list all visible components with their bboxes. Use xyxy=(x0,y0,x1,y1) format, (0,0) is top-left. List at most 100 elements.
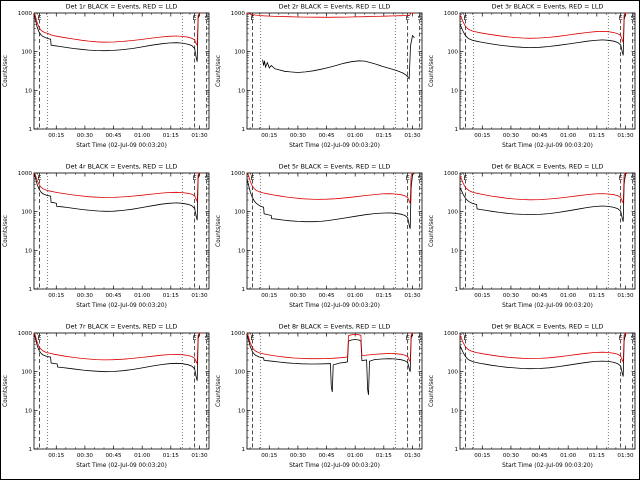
y-tick-label: 1000 xyxy=(231,331,246,337)
series-events-line xyxy=(33,332,202,381)
x-tick-label: 00:45 xyxy=(318,133,335,139)
flag-label-S: S xyxy=(205,14,209,22)
y-tick-label: 1000 xyxy=(231,11,246,17)
y-axis-label: Counts/sec xyxy=(3,55,9,87)
chart-cell-det-2r: 1 10 100 1000 00:15 00:30 00:45 01:00 01:15 01:30… xyxy=(213,0,426,160)
chart-det-8r: 1 10 100 1000 00:15 00:30 00:45 01:00 01:15 01:30… xyxy=(216,324,423,469)
x-axis-label: Start Time (02-Jul-09 00:03:20) xyxy=(289,463,380,469)
plot-frame xyxy=(33,172,210,290)
flag-label-E: E xyxy=(406,174,410,182)
axes: 1 10 100 1000 00:15 00:30 00:45 01:00 01:15 01:30 xyxy=(231,11,422,139)
x-axis-label: Start Time (02-Jul-09 00:03:20) xyxy=(502,463,593,469)
x-tick-label: 00:45 xyxy=(531,293,548,299)
flag-label-E: E xyxy=(463,14,467,22)
flag-label-E: E xyxy=(619,14,623,22)
x-tick-label: 00:15 xyxy=(48,293,65,299)
x-tick-label: 01:15 xyxy=(376,293,393,299)
x-tick-label: 00:45 xyxy=(318,453,335,459)
plot-frame xyxy=(459,172,636,290)
plot-frame xyxy=(33,12,210,130)
series-events-line xyxy=(459,172,628,222)
chart-title: Det 7r BLACK = Events, RED = LLD xyxy=(66,324,178,331)
x-tick-label: 01:15 xyxy=(589,293,606,299)
y-axis-label: Counts/sec xyxy=(429,55,435,87)
flag-label-E: E xyxy=(193,174,197,182)
y-tick-label: 100 xyxy=(21,210,32,216)
chart-det-3r: 1 10 100 1000 00:15 00:30 00:45 01:00 01:15 01:30… xyxy=(429,4,636,149)
chart-cell-det-8r: 1 10 100 1000 00:15 00:30 00:45 01:00 01:15 01:30… xyxy=(213,320,426,480)
flag-label-E: E xyxy=(193,14,197,22)
y-tick-label: 1 xyxy=(454,287,458,293)
y-tick-label: 100 xyxy=(447,210,458,216)
flag-label-E: E xyxy=(250,334,254,342)
x-axis-label: Start Time (02-Jul-09 00:03:20) xyxy=(76,143,167,149)
chart-title: Det 9r BLACK = Events, RED = LLD xyxy=(492,324,604,331)
x-tick-label: 01:00 xyxy=(560,133,577,139)
chart-title: Det 8r BLACK = Events, RED = LLD xyxy=(279,324,391,331)
x-tick-label: 01:15 xyxy=(589,453,606,459)
flag-label-E: E xyxy=(463,334,467,342)
flag-label-S: S xyxy=(205,334,209,342)
y-tick-label: 10 xyxy=(451,88,459,94)
x-tick-label: 01:00 xyxy=(134,133,151,139)
series-events-line xyxy=(246,332,415,395)
y-tick-label: 1000 xyxy=(444,331,459,337)
x-axis-label: Start Time (02-Jul-09 00:03:20) xyxy=(76,463,167,469)
series-events-line xyxy=(33,172,202,221)
x-tick-label: 00:45 xyxy=(318,293,335,299)
y-tick-label: 100 xyxy=(447,370,458,376)
flag-label-E: E xyxy=(406,14,410,22)
chart-det-9r: 1 10 100 1000 00:15 00:30 00:45 01:00 01:15 01:30… xyxy=(429,324,636,469)
x-tick-label: 00:45 xyxy=(531,453,548,459)
y-tick-label: 1 xyxy=(454,447,458,453)
flag-label-E: E xyxy=(193,334,197,342)
x-tick-label: 00:30 xyxy=(290,133,307,139)
x-tick-label: 00:15 xyxy=(48,133,65,139)
x-axis-label: Start Time (02-Jul-09 00:03:20) xyxy=(502,143,593,149)
x-tick-label: 00:15 xyxy=(48,453,65,459)
x-tick-label: 01:15 xyxy=(376,453,393,459)
x-tick-label: 00:30 xyxy=(290,453,307,459)
x-tick-label: 01:00 xyxy=(134,293,151,299)
chart-det-6r: 1 10 100 1000 00:15 00:30 00:45 01:00 01:15 01:30… xyxy=(429,164,636,309)
x-tick-label: 00:30 xyxy=(503,293,520,299)
x-tick-label: 00:15 xyxy=(474,293,491,299)
y-axis-label: Counts/sec xyxy=(3,375,9,407)
series-lld-line xyxy=(459,172,628,205)
x-tick-label: 00:45 xyxy=(531,133,548,139)
chart-title: Det 2r BLACK = Events, RED = LLD xyxy=(279,4,391,11)
axes: 1 10 100 1000 00:15 00:30 00:45 01:00 01:15 01:30 xyxy=(444,331,635,459)
x-tick-label: 01:30 xyxy=(191,293,208,299)
y-tick-label: 10 xyxy=(238,408,246,414)
x-tick-label: 01:30 xyxy=(617,453,634,459)
x-tick-label: 00:30 xyxy=(77,133,94,139)
series-lld-line xyxy=(246,172,415,204)
x-tick-label: 00:30 xyxy=(503,453,520,459)
x-tick-label: 00:15 xyxy=(474,453,491,459)
axes: 1 10 100 1000 00:15 00:30 00:45 01:00 01:15 01:30 xyxy=(444,11,635,139)
x-tick-label: 00:30 xyxy=(77,293,94,299)
x-tick-label: 01:00 xyxy=(560,293,577,299)
series-lld-line xyxy=(459,12,628,43)
plot-frame xyxy=(459,12,636,130)
series-events-line xyxy=(262,34,415,80)
y-tick-label: 1000 xyxy=(18,171,33,177)
x-tick-label: 00:15 xyxy=(261,453,278,459)
y-tick-label: 1 xyxy=(241,447,245,453)
y-tick-label: 10 xyxy=(238,248,246,254)
flag-label-E: E xyxy=(463,174,467,182)
x-tick-label: 01:30 xyxy=(191,453,208,459)
y-tick-label: 100 xyxy=(21,370,32,376)
y-tick-label: 10 xyxy=(25,88,33,94)
series-lld-line xyxy=(33,332,202,366)
y-tick-label: 1000 xyxy=(444,11,459,17)
series-lld-line xyxy=(33,12,202,47)
